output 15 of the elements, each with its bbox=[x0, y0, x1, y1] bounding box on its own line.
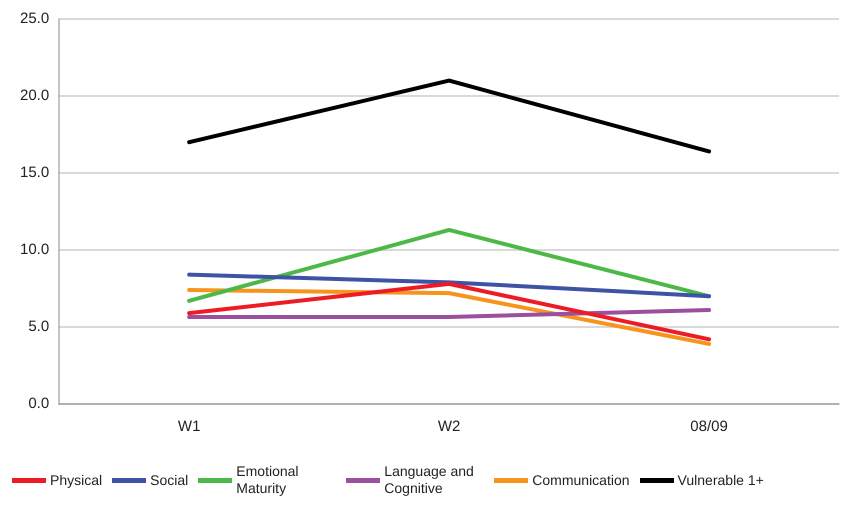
x-tick-label: W1 bbox=[178, 418, 200, 436]
legend-label: Language and Cognitive bbox=[384, 463, 475, 497]
y-tick-label: 20.0 bbox=[20, 87, 50, 104]
y-tick-label: 10.0 bbox=[20, 241, 50, 258]
x-tick-label: 08/09 bbox=[690, 418, 728, 436]
y-tick-label: 0.0 bbox=[28, 395, 50, 412]
y-tick-label: 15.0 bbox=[20, 164, 50, 182]
legend-label: Vulnerable 1+ bbox=[678, 472, 764, 488]
y-tick-label: 5.0 bbox=[28, 318, 50, 336]
x-tick-label: W2 bbox=[438, 418, 460, 436]
y-tick-label: 25.0 bbox=[20, 10, 50, 28]
legend-label: Emotional Maturity bbox=[236, 463, 300, 497]
legend-label: Social bbox=[150, 472, 188, 488]
legend-label: Communication bbox=[532, 472, 630, 488]
legend-label: Physical bbox=[50, 472, 102, 488]
